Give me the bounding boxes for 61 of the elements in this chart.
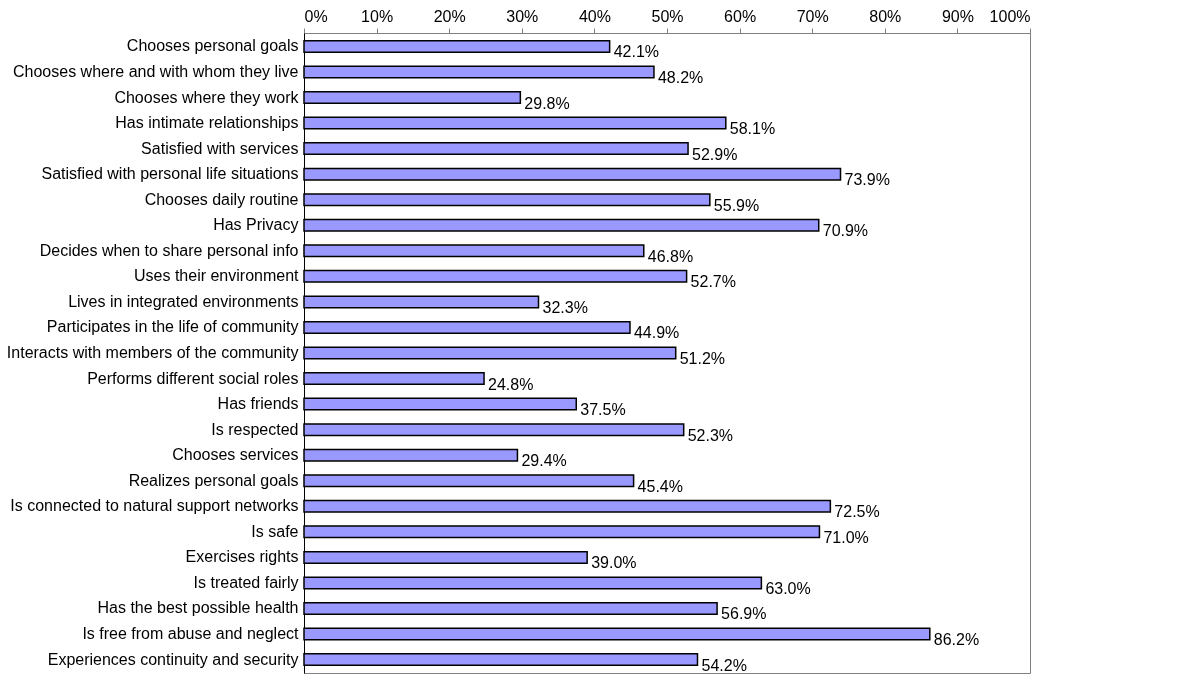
y-tick-label: Chooses services [172,446,299,464]
data-label: 54.2% [701,656,747,674]
y-tick-label: Realizes personal goals [128,471,299,489]
x-tick-label: 10% [361,7,394,25]
data-label: 51.2% [679,350,726,367]
x-tick-label: 90% [941,7,974,25]
data-label: 29.4% [521,452,567,470]
data-label: 42.1% [613,43,660,61]
data-label: 71.0% [823,528,869,546]
y-tick-label: Has Privacy [213,216,299,234]
y-tick-label: Is treated fairly [193,573,299,591]
data-label: 32.3% [542,298,588,316]
y-tick-label: Is connected to natural support networks [10,497,299,515]
y-tick-label: Has intimate relationships [115,114,299,132]
data-label: 29.8% [524,94,570,112]
y-tick-label: Participates in the life of community [46,318,299,336]
y-tick-label: Decides when to share personal info [39,241,299,259]
x-tick-label: 70% [796,7,829,25]
y-tick-label: Chooses where they work [114,88,300,106]
x-tick-label: 60% [724,7,757,25]
y-tick-label: Is respected [211,420,299,438]
x-tick-label: 50% [651,7,684,25]
data-label: 48.2% [657,68,704,86]
y-tick-label: Is free from abuse and neglect [82,625,300,643]
data-label: 52.3% [687,426,734,444]
y-tick-label: Lives in integrated environments [68,292,299,310]
x-tick-label: 20% [433,7,466,25]
data-label: 63.0% [765,579,811,597]
data-label: 52.7% [690,273,736,291]
y-tick-label: Satisfied with services [141,139,299,157]
data-label: 72.5% [834,503,880,521]
data-label: 45.4% [637,477,683,495]
data-label: 44.9% [633,324,680,342]
data-label: 37.5% [580,401,626,419]
y-tick-label: Experiences continuity and security [47,650,299,668]
y-tick-label: Is safe [251,522,299,540]
data-label: 46.8% [647,247,694,265]
y-tick-label: Chooses daily routine [144,190,299,208]
y-tick-label: Exercises rights [185,548,299,566]
y-tick-label: Performs different social roles [87,369,299,387]
y-tick-label: Has friends [217,395,299,413]
x-tick-label: 30% [506,7,539,25]
y-tick-label: Has the best possible health [97,599,299,617]
y-tick-label: Interacts with members of the community [6,344,299,361]
data-label: 86.2% [933,631,980,649]
data-label: 58.1% [729,120,776,138]
data-label: 73.9% [844,171,890,189]
x-tick-label: 80% [869,7,902,25]
y-tick-label: Chooses personal goals [126,37,299,55]
x-tick-label: 0% [304,7,328,25]
y-tick-label: Chooses where and with whom they live [13,62,299,80]
data-label: 24.8% [488,375,534,393]
data-label: 39.0% [591,554,637,572]
x-tick-label: 40% [578,7,611,25]
x-tick-label: 100% [989,7,1031,25]
data-label: 52.9% [692,145,738,163]
data-label: 55.9% [713,196,760,214]
y-tick-label: Uses their environment [133,267,300,285]
y-tick-label: Satisfied with personal life situations [41,165,299,183]
data-label: 56.9% [721,605,767,623]
data-label: 70.9% [822,222,869,240]
